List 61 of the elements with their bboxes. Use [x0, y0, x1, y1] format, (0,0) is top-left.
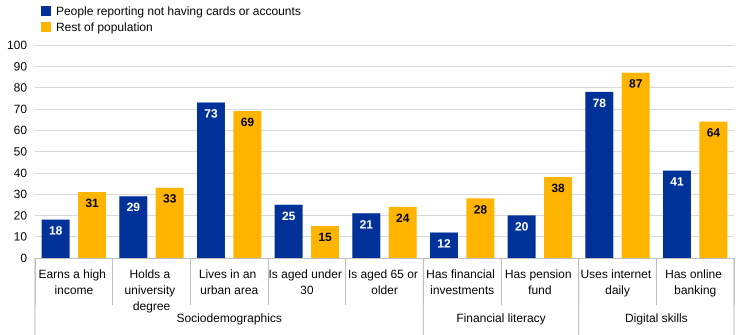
bar [42, 220, 70, 258]
bar [544, 177, 572, 258]
data-label: 12 [437, 236, 451, 250]
bar [233, 111, 262, 258]
data-label: 41 [670, 174, 684, 189]
y-tick-label: 60 [14, 123, 28, 138]
data-label: 33 [163, 192, 177, 206]
x-tick-label: Is aged under 30 [268, 267, 346, 297]
data-label: 78 [592, 96, 606, 110]
bar [388, 206, 417, 258]
x-tick-label: Holds a university degree [124, 267, 179, 313]
text: Sociodemographics [176, 311, 282, 325]
y-tick-label: 10 [14, 230, 28, 244]
x-tick-label: Has online banking [665, 267, 726, 297]
bar [156, 188, 184, 258]
y-tick-label: 20 [14, 208, 28, 222]
legend-label: Rest of population [56, 20, 153, 34]
data-label: 69 [240, 115, 254, 130]
x-tick-label: Uses internet daily [580, 267, 655, 297]
data-label: 28 [474, 202, 488, 216]
data-label: 87 [629, 76, 643, 91]
bar [352, 213, 380, 258]
bar [622, 72, 650, 258]
data-label: 38 [551, 181, 566, 196]
data-label: 24 [396, 210, 410, 225]
x-tick-label: Has financial investments [426, 267, 498, 297]
data-label: 25 [282, 208, 296, 223]
y-tick-label: 30 [14, 187, 28, 202]
y-tick-label: 40 [14, 166, 28, 180]
bar [274, 204, 303, 258]
data-label: 31 [85, 196, 100, 210]
legend-label: People reporting not having cards or accounts [56, 4, 301, 18]
data-label: 64 [706, 126, 720, 140]
bar [196, 102, 225, 258]
x-tick-label: Has pension fund [504, 267, 575, 297]
y-tick-label: 0 [20, 251, 28, 265]
bar [508, 215, 536, 258]
y-tick-label: 50 [14, 144, 28, 158]
bar [430, 232, 458, 258]
bar [119, 196, 148, 258]
bar [699, 122, 728, 258]
bar [78, 192, 106, 258]
data-label: 73 [204, 106, 218, 121]
data-label: 15 [318, 230, 332, 244]
x-tick-label: Is aged 65 or older [348, 267, 422, 297]
bar [466, 198, 494, 258]
bar [311, 226, 340, 258]
data-label: 21 [360, 217, 374, 232]
y-tick-label: 100 [6, 38, 28, 52]
data-label: 29 [126, 200, 140, 214]
bar [662, 170, 691, 258]
text: Financial literacy [456, 311, 546, 325]
data-label: 18 [48, 224, 63, 238]
y-tick-label: 70 [14, 102, 28, 116]
text: Digital skills [624, 311, 688, 325]
y-tick-label: 80 [14, 80, 28, 95]
data-label: 20 [514, 219, 529, 234]
bar [585, 92, 614, 258]
y-tick-label: 90 [14, 59, 28, 74]
x-tick-label: Lives in an urban area [198, 267, 260, 297]
x-tick-label: Earns a high income [38, 267, 110, 297]
